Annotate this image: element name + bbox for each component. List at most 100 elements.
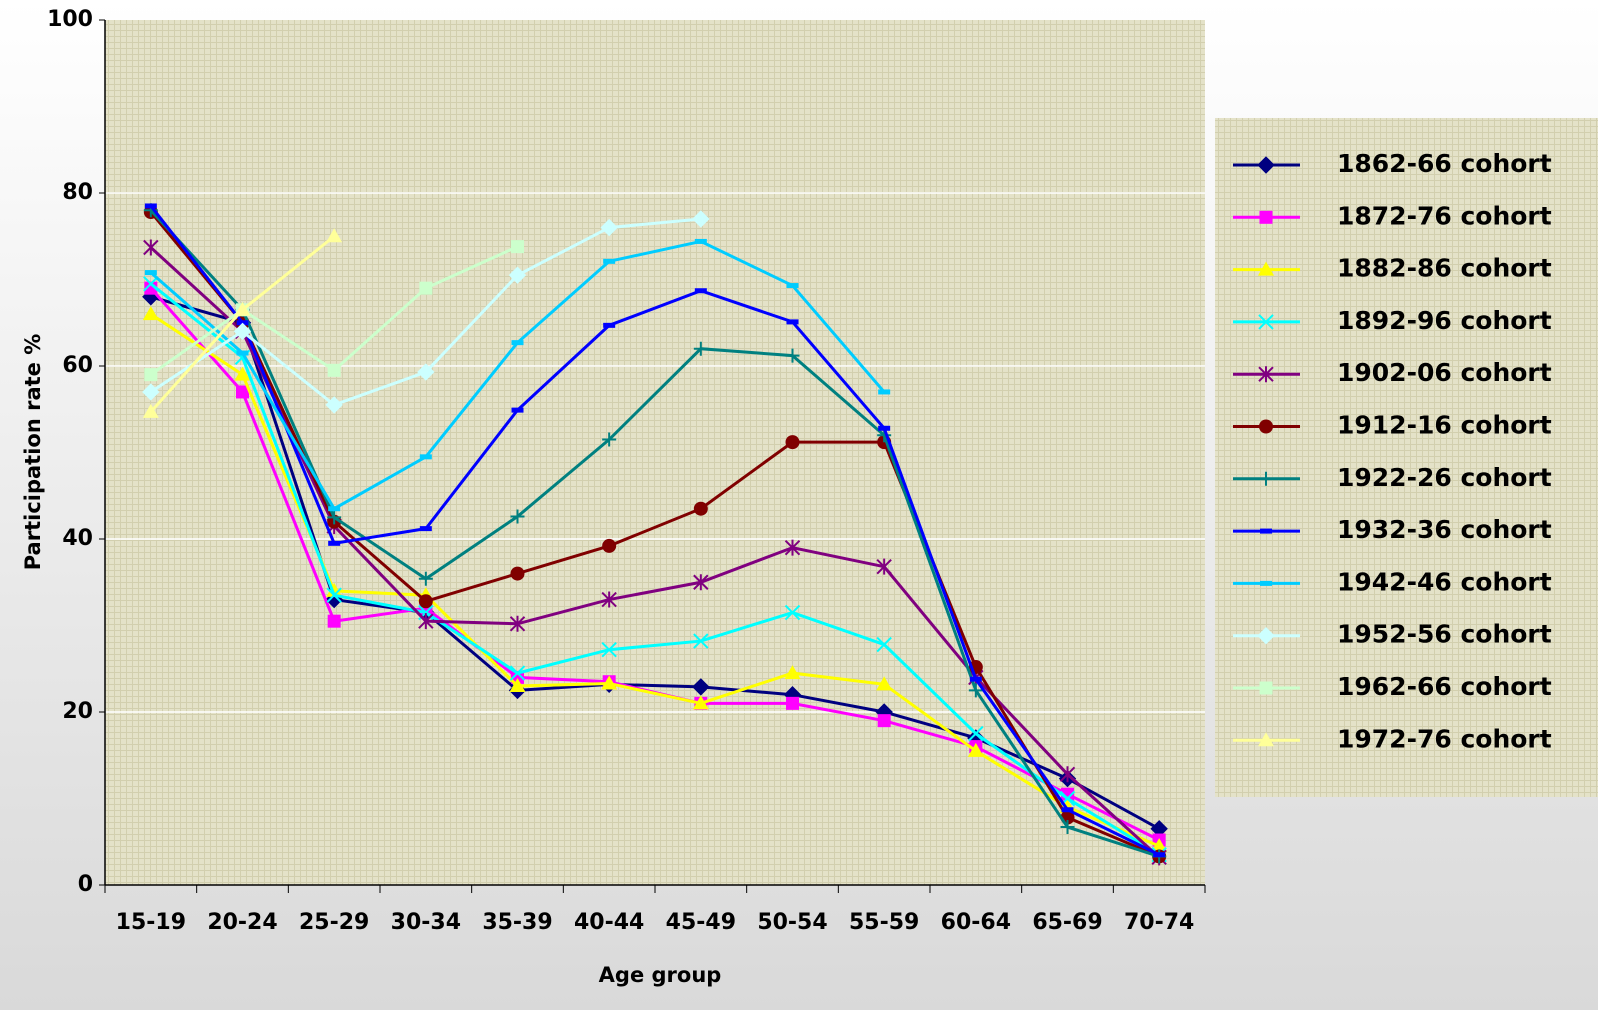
marker xyxy=(1153,852,1166,858)
marker xyxy=(603,258,616,264)
marker xyxy=(144,368,158,382)
x-tick-label: 25-29 xyxy=(299,910,369,935)
y-axis-label: Participation rate % xyxy=(21,334,45,571)
marker xyxy=(693,341,708,356)
x-tick-label: 20-24 xyxy=(207,910,277,935)
marker xyxy=(326,228,343,243)
legend-label: 1872-76 cohort xyxy=(1337,201,1552,230)
marker xyxy=(878,389,891,395)
marker xyxy=(142,383,160,401)
x-axis-label: Age group xyxy=(599,963,722,987)
x-tick-label: 40-44 xyxy=(574,910,644,935)
marker xyxy=(693,574,709,591)
marker xyxy=(236,350,249,356)
legend-label: 1932-36 cohort xyxy=(1337,515,1552,544)
marker xyxy=(1259,210,1273,224)
y-tick-label: 100 xyxy=(47,7,93,32)
marker xyxy=(1151,838,1168,853)
legend-label: 1882-86 cohort xyxy=(1337,254,1552,283)
marker xyxy=(509,615,526,632)
marker xyxy=(327,363,341,377)
marker xyxy=(328,540,341,546)
marker xyxy=(511,670,524,684)
marker xyxy=(784,604,801,621)
marker xyxy=(326,582,343,597)
marker xyxy=(694,288,707,294)
y-tick-label: 0 xyxy=(78,872,93,897)
marker xyxy=(142,306,159,321)
y-tick-label: 20 xyxy=(62,699,93,724)
marker xyxy=(144,203,157,209)
marker xyxy=(968,683,983,698)
y-tick-label: 80 xyxy=(62,180,93,205)
marker xyxy=(143,276,159,292)
marker xyxy=(327,510,342,525)
marker xyxy=(692,695,709,710)
x-tick-label: 30-34 xyxy=(391,910,461,935)
marker xyxy=(784,665,801,680)
x-tick-label: 70-74 xyxy=(1124,910,1194,935)
marker xyxy=(694,238,707,244)
marker xyxy=(510,566,525,581)
marker xyxy=(418,571,433,586)
marker xyxy=(967,742,984,757)
marker xyxy=(1258,366,1274,383)
legend-label: 1922-26 cohort xyxy=(1337,463,1552,492)
marker xyxy=(143,239,159,256)
legend-label: 1892-96 cohort xyxy=(1337,306,1552,335)
marker xyxy=(1258,732,1274,747)
marker xyxy=(785,348,800,363)
series-line xyxy=(149,211,1160,858)
x-tick-label: 35-39 xyxy=(482,910,552,935)
marker xyxy=(1258,314,1274,330)
marker xyxy=(1259,471,1273,486)
marker xyxy=(876,676,893,691)
marker xyxy=(1258,261,1274,276)
marker xyxy=(786,696,799,710)
marker xyxy=(786,283,799,289)
marker xyxy=(419,526,432,532)
marker xyxy=(418,594,433,609)
marker xyxy=(1260,528,1272,534)
marker xyxy=(968,725,984,742)
marker xyxy=(510,509,525,524)
marker xyxy=(693,501,708,516)
marker xyxy=(785,435,800,450)
legend-label: 1942-46 cohort xyxy=(1337,567,1552,596)
marker xyxy=(144,270,157,276)
marker xyxy=(509,678,526,693)
legend-label: 1862-66 cohort xyxy=(1337,149,1552,178)
legend-label: 1902-06 cohort xyxy=(1337,358,1552,387)
marker xyxy=(234,366,251,381)
series-line xyxy=(149,205,1160,857)
marker xyxy=(142,403,159,418)
marker xyxy=(876,558,892,575)
marker xyxy=(784,539,801,556)
series-line xyxy=(149,282,1160,857)
marker xyxy=(603,322,616,328)
marker xyxy=(417,363,435,381)
x-tick-label: 50-54 xyxy=(757,910,827,935)
x-tick-label: 60-64 xyxy=(941,910,1011,935)
marker xyxy=(602,432,617,447)
legend-box xyxy=(1215,118,1598,797)
x-tick-label: 45-49 xyxy=(666,910,736,935)
marker xyxy=(969,676,982,682)
marker xyxy=(602,538,617,553)
marker xyxy=(511,340,524,346)
marker xyxy=(419,281,433,295)
marker xyxy=(601,591,617,608)
plot-area xyxy=(105,20,1205,885)
marker xyxy=(511,407,524,413)
marker xyxy=(233,322,252,341)
marker xyxy=(693,633,709,649)
marker xyxy=(692,210,710,228)
marker xyxy=(328,506,341,512)
marker xyxy=(1259,681,1273,695)
legend-label: 1972-76 cohort xyxy=(1337,724,1552,753)
marker xyxy=(1259,419,1273,434)
y-tick-label: 60 xyxy=(62,353,93,378)
marker xyxy=(419,454,432,460)
marker xyxy=(692,678,710,696)
